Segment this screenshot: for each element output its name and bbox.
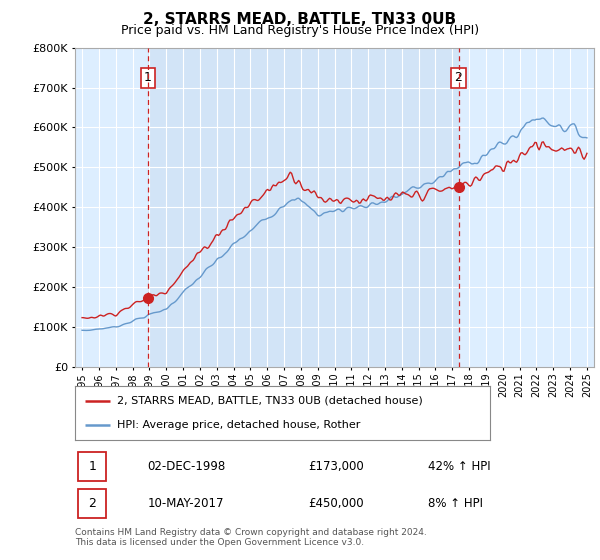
Text: 2, STARRS MEAD, BATTLE, TN33 0UB: 2, STARRS MEAD, BATTLE, TN33 0UB (143, 12, 457, 27)
Text: 42% ↑ HPI: 42% ↑ HPI (428, 460, 491, 473)
Bar (148, 48, 458, 367)
Text: 1: 1 (144, 72, 152, 85)
Text: Contains HM Land Registry data © Crown copyright and database right 2024.
This d: Contains HM Land Registry data © Crown c… (75, 528, 427, 547)
Text: 2: 2 (88, 497, 96, 510)
Text: 2: 2 (455, 72, 463, 85)
Text: 8% ↑ HPI: 8% ↑ HPI (428, 497, 483, 510)
Text: HPI: Average price, detached house, Rother: HPI: Average price, detached house, Roth… (116, 420, 360, 430)
Text: £450,000: £450,000 (308, 497, 364, 510)
Text: £173,000: £173,000 (308, 460, 364, 473)
FancyBboxPatch shape (77, 451, 106, 480)
Text: 2, STARRS MEAD, BATTLE, TN33 0UB (detached house): 2, STARRS MEAD, BATTLE, TN33 0UB (detach… (116, 396, 422, 406)
Text: 02-DEC-1998: 02-DEC-1998 (148, 460, 226, 473)
FancyBboxPatch shape (77, 489, 106, 519)
Text: Price paid vs. HM Land Registry's House Price Index (HPI): Price paid vs. HM Land Registry's House … (121, 24, 479, 36)
Text: 10-MAY-2017: 10-MAY-2017 (148, 497, 224, 510)
Text: 1: 1 (88, 460, 96, 473)
